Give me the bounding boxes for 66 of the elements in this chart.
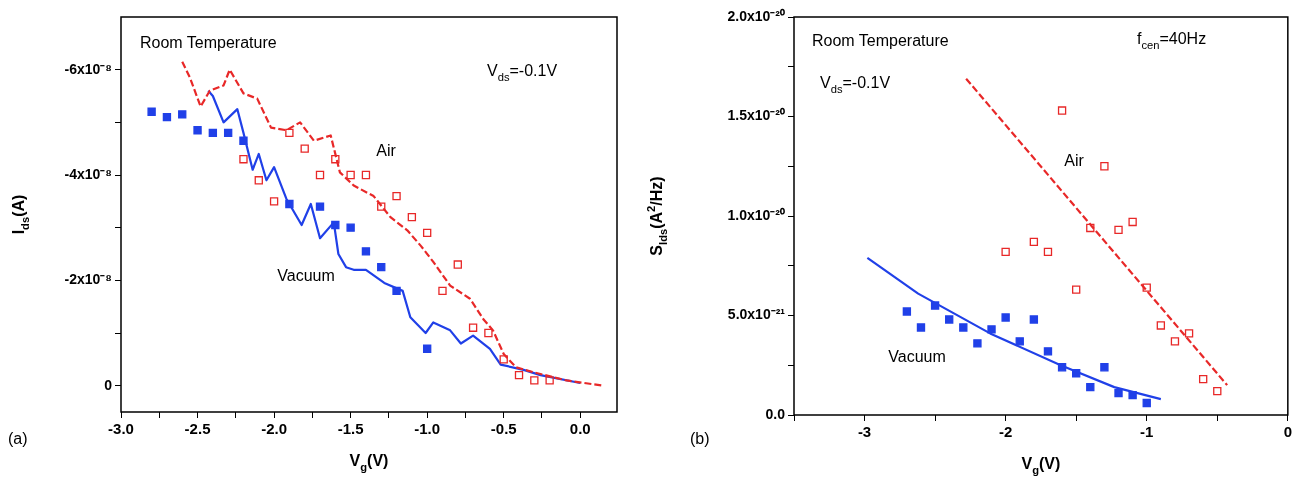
- point: [315, 170, 325, 180]
- point: [392, 191, 401, 201]
- text: (b): [690, 430, 710, 448]
- x-tick-label: -1.0: [414, 420, 441, 438]
- annotation: Air: [376, 142, 397, 160]
- x-tick-label: 0.0: [569, 420, 591, 438]
- point: [514, 370, 524, 380]
- point: [346, 223, 355, 232]
- point: [239, 155, 248, 164]
- y-tick-label: 0: [104, 376, 113, 393]
- point: [315, 202, 325, 211]
- annotation: Air: [1064, 152, 1085, 170]
- y-tick-label: 0.0: [765, 405, 786, 422]
- point: [377, 202, 386, 211]
- point: [468, 323, 478, 332]
- text: (a): [8, 430, 28, 448]
- point: [392, 286, 401, 296]
- x-tick-label: -1.5: [337, 420, 364, 438]
- x-tick-label: -3.0: [108, 420, 134, 438]
- point: [377, 262, 386, 272]
- point: [254, 176, 263, 185]
- point: [346, 170, 355, 180]
- point: [499, 355, 508, 364]
- point: [422, 344, 432, 353]
- point: [331, 220, 340, 230]
- y-tick-label: 1.5x10⁻²⁰: [727, 107, 785, 124]
- x-tick-label: -0.5: [490, 420, 517, 438]
- point: [269, 197, 279, 206]
- y-tick-label: -2x10⁻⁸: [64, 271, 112, 288]
- x-tick-label: -2.0: [261, 420, 288, 438]
- point: [178, 110, 187, 119]
- x-tick-label: -2.5: [184, 420, 211, 438]
- point: [193, 126, 202, 135]
- point: [438, 286, 447, 296]
- point: [285, 128, 294, 138]
- y-tick-label: 5.0x10⁻²¹: [727, 306, 786, 323]
- point: [453, 260, 462, 269]
- y-axis-title: Ids(A): [10, 194, 31, 235]
- point: [545, 376, 554, 385]
- point: [407, 212, 417, 222]
- y-tick-label: -4x10⁻⁸: [64, 165, 112, 182]
- point: [285, 199, 294, 209]
- x-tick-label: -3: [857, 423, 872, 441]
- annotation: Room Temperature: [812, 32, 949, 50]
- point: [484, 328, 493, 338]
- x-tick-label: 0: [1283, 423, 1292, 441]
- point: [162, 112, 172, 122]
- point: [208, 128, 218, 138]
- point: [331, 155, 340, 164]
- y-tick-label: 1.0x10⁻²⁰: [727, 206, 785, 223]
- y-tick-label: -6x10⁻⁸: [64, 60, 112, 77]
- point: [239, 136, 248, 145]
- point: [422, 228, 432, 238]
- x-tick-label: -1: [1140, 423, 1154, 441]
- annotation: Vacuum: [277, 267, 335, 285]
- y-axis-title: SIds(A2/Hz): [645, 176, 669, 256]
- point: [361, 170, 371, 180]
- point: [300, 144, 309, 153]
- point: [223, 128, 233, 138]
- y-tick-label: 2.0x10⁻²⁰: [727, 7, 785, 24]
- point: [361, 247, 371, 256]
- x-tick-label: -2: [998, 423, 1013, 441]
- annotation: Vacuum: [888, 348, 946, 366]
- point: [147, 107, 156, 116]
- annotation: Room Temperature: [140, 34, 277, 52]
- point: [530, 376, 539, 385]
